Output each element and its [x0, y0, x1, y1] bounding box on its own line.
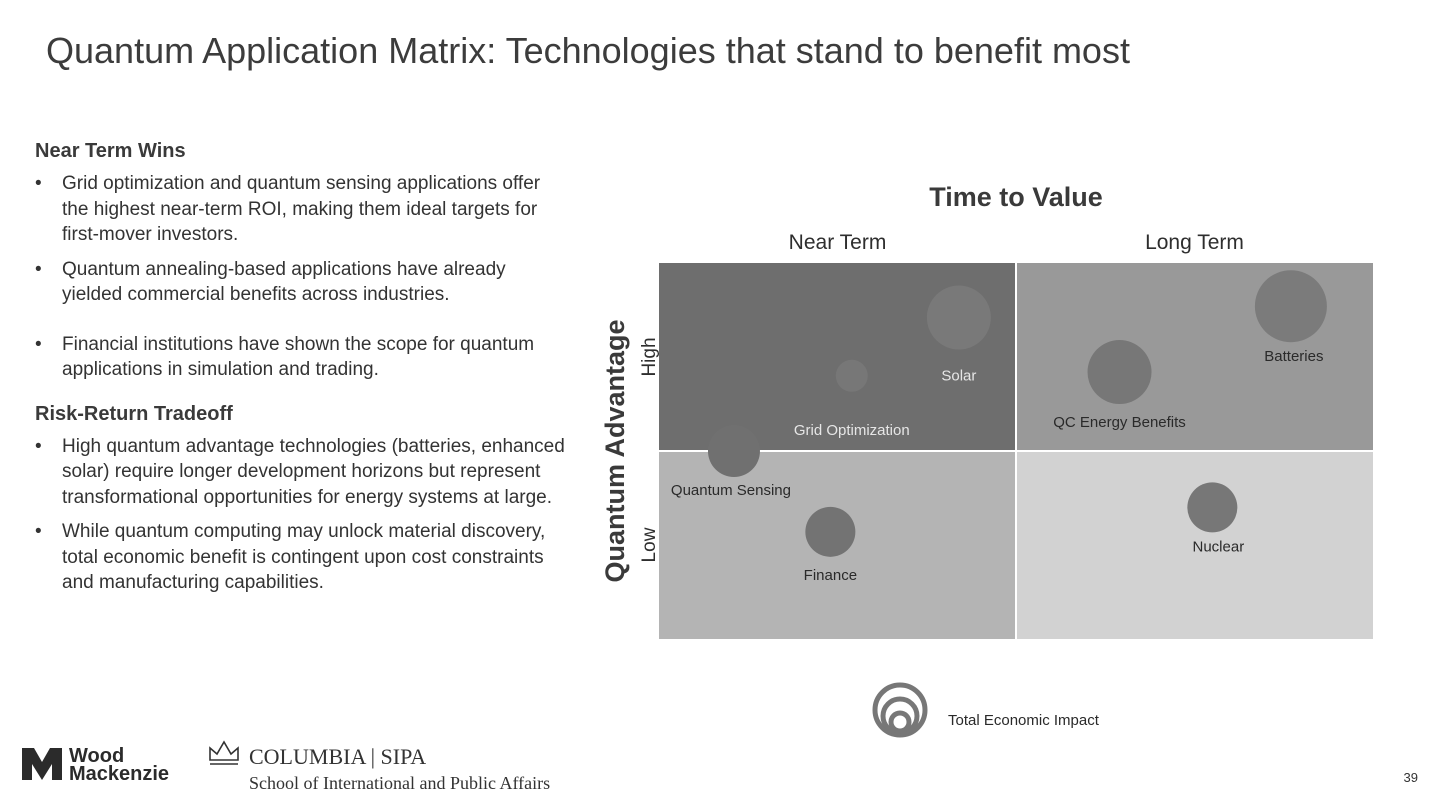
bubble-nuclear — [1187, 482, 1238, 533]
page-number: 39 — [1403, 770, 1418, 785]
bubble-finance — [805, 506, 856, 557]
x-tick-label: Long Term — [1145, 231, 1244, 254]
bullet-item: While quantum computing may unlock mater… — [35, 519, 565, 596]
bubble-qc-energy-benefits — [1087, 340, 1152, 405]
x-tick-label: Near Term — [789, 231, 887, 254]
size-legend-circle-small — [888, 710, 912, 734]
y-tick-label: Low — [639, 527, 660, 562]
bubble-label: Grid Optimization — [794, 422, 910, 439]
y-tick-label: High — [639, 337, 660, 376]
bullet-list: High quantum advantage technologies (bat… — [35, 434, 565, 596]
wood-mackenzie-word-1: Wood — [69, 745, 124, 767]
size-legend-circle-medium — [880, 696, 920, 736]
section-heading-risk-return: Risk-Return Tradeoff — [35, 402, 233, 425]
chart-title: Time to Value — [929, 182, 1103, 212]
text-panel: Near Term Wins Grid optimization and qua… — [35, 140, 565, 605]
bubble-label: QC Energy Benefits — [1053, 414, 1186, 431]
bullet-item: High quantum advantage technologies (bat… — [35, 434, 565, 511]
bubble-label: Finance — [804, 567, 857, 584]
bubble-batteries — [1254, 270, 1327, 343]
size-legend-label: Total Economic Impact — [948, 712, 1100, 729]
bubble-solar — [926, 285, 991, 350]
crown-icon — [209, 740, 239, 765]
bubble-grid-optimization — [835, 359, 868, 392]
wood-mackenzie-word-2: Mackenzie — [69, 763, 169, 785]
wood-mackenzie-mark-icon — [22, 748, 62, 780]
y-axis-label: Quantum Advantage — [600, 319, 630, 582]
bullet-item: Financial institutions have shown the sc… — [35, 332, 565, 383]
bubble-quantum-sensing — [707, 425, 760, 477]
columbia-sipa-logo: COLUMBIA | SIPA School of International … — [209, 740, 550, 793]
bullet-item: Quantum annealing-based applications hav… — [35, 257, 565, 308]
bubble-label: Solar — [941, 368, 976, 385]
page-title: Quantum Application Matrix: Technologies… — [46, 30, 1130, 71]
bubble-label: Nuclear — [1193, 538, 1245, 555]
bullet-list: Grid optimization and quantum sensing ap… — [35, 171, 565, 383]
quantum-matrix-chart: Time to Value Near Term Long Term Quantum A… — [600, 182, 1373, 738]
bullet-item: Grid optimization and quantum sensing ap… — [35, 171, 565, 248]
columbia-sipa-wordmark: COLUMBIA | SIPA — [249, 744, 426, 769]
columbia-sipa-subtitle: School of International and Public Affai… — [249, 773, 550, 793]
bubble-label: Batteries — [1264, 348, 1323, 365]
section-heading-near-term: Near Term Wins — [35, 140, 186, 162]
quadrant-long-low — [1016, 451, 1373, 639]
wood-mackenzie-logo: Wood Mackenzie — [22, 745, 169, 785]
bubble-label: Quantum Sensing — [671, 482, 791, 499]
